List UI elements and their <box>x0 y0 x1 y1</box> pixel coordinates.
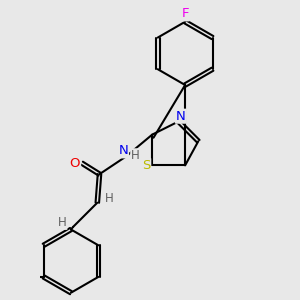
Text: O: O <box>70 157 80 170</box>
Text: F: F <box>182 8 189 20</box>
Text: N: N <box>176 110 186 123</box>
Text: H: H <box>131 149 140 162</box>
Text: S: S <box>142 159 150 172</box>
Text: N: N <box>118 144 128 158</box>
Text: H: H <box>105 192 114 205</box>
Text: H: H <box>58 216 67 229</box>
